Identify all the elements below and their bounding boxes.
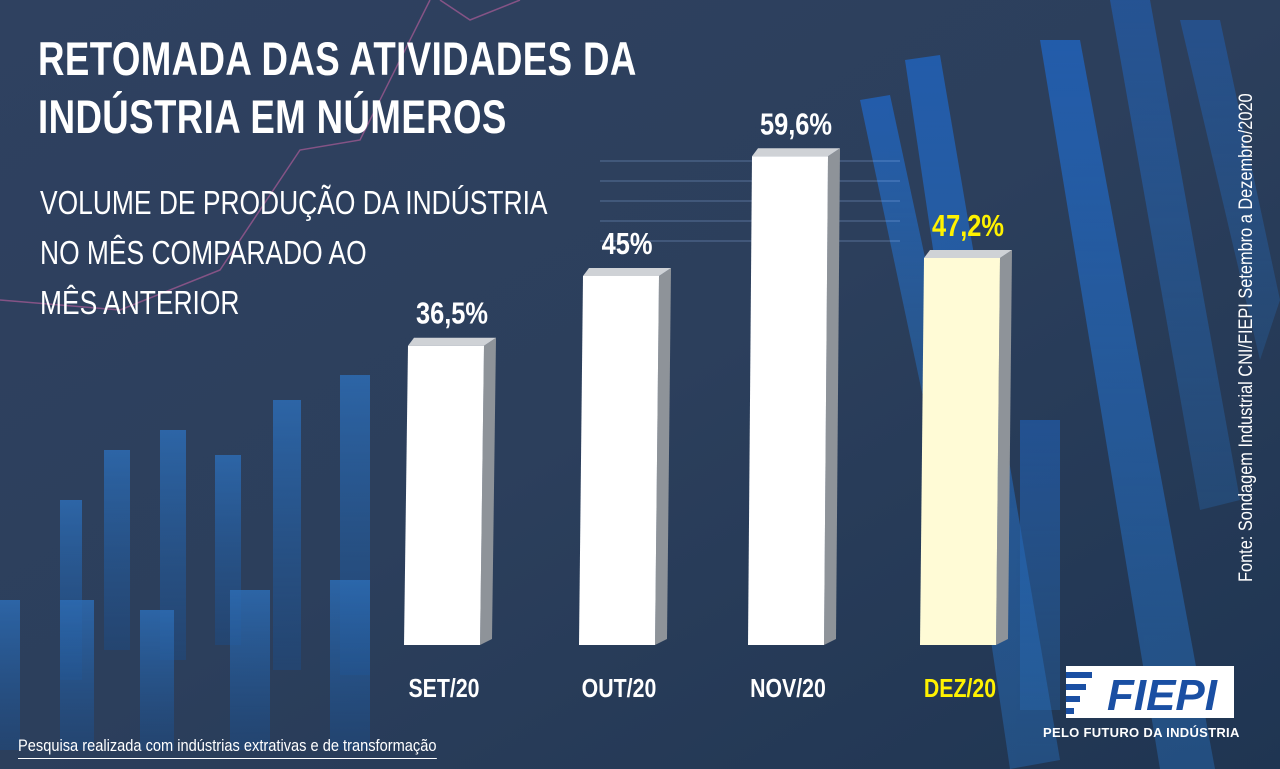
category-label: SET/20 xyxy=(408,674,479,704)
data-label: 45% xyxy=(602,227,653,262)
bar-side xyxy=(480,337,496,645)
bar-side xyxy=(655,268,671,645)
brand-tagline: PELO FUTURO DA INDÚSTRIA xyxy=(1043,725,1240,740)
category-label: OUT/20 xyxy=(582,674,657,704)
bar-top xyxy=(924,249,1012,258)
bar xyxy=(579,276,659,645)
subtitle: VOLUME DE PRODUÇÃO DA INDÚSTRIA NO MÊS C… xyxy=(40,178,548,328)
subtitle-line-1: VOLUME DE PRODUÇÃO DA INDÚSTRIA xyxy=(40,184,548,221)
bar xyxy=(920,257,1000,645)
page-title: RETOMADA DAS ATIVIDADES DA INDÚSTRIA EM … xyxy=(38,30,637,146)
title-line-2: INDÚSTRIA EM NÚMEROS xyxy=(38,90,507,143)
title-line-1: RETOMADA DAS ATIVIDADES DA xyxy=(38,32,637,85)
footnote: Pesquisa realizada com indústrias extrat… xyxy=(18,736,437,759)
category-label: DEZ/20 xyxy=(924,674,996,704)
bar xyxy=(404,345,484,645)
bar-top xyxy=(408,337,496,346)
bar-top xyxy=(583,268,671,276)
data-label: 47,2% xyxy=(932,209,1004,244)
data-label: 36,5% xyxy=(416,296,488,331)
subtitle-line-2: NO MÊS COMPARADO AO xyxy=(40,234,367,271)
logo-text: FIEPI xyxy=(1107,671,1218,718)
source-note: Fonte: Sondagem Industrial CNI/FIEPI Set… xyxy=(1236,93,1257,583)
bar-side xyxy=(824,148,840,645)
bar xyxy=(748,156,828,645)
category-label: NOV/20 xyxy=(750,674,826,704)
data-label: 59,6% xyxy=(760,107,832,142)
bar-side xyxy=(996,249,1012,645)
subtitle-line-3: MÊS ANTERIOR xyxy=(40,284,240,321)
bar-top xyxy=(752,148,840,157)
fiepi-logo: FIEPI xyxy=(1066,666,1234,718)
